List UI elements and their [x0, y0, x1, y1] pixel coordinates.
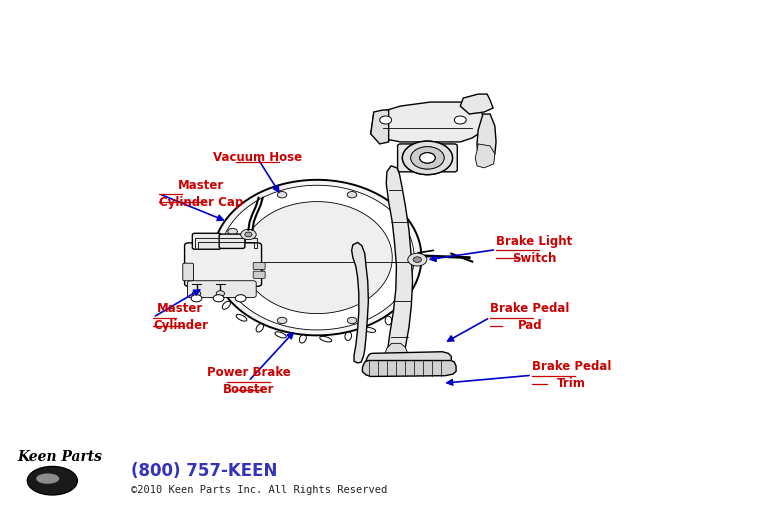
- FancyBboxPatch shape: [192, 233, 221, 249]
- Polygon shape: [213, 180, 421, 335]
- Text: (800) 757-KEEN: (800) 757-KEEN: [131, 463, 277, 480]
- Circle shape: [408, 253, 427, 266]
- FancyBboxPatch shape: [219, 234, 245, 249]
- Ellipse shape: [36, 473, 59, 484]
- FancyBboxPatch shape: [253, 271, 265, 278]
- Polygon shape: [366, 352, 451, 365]
- Circle shape: [216, 291, 225, 296]
- Text: Brake Pedal
Pad: Brake Pedal Pad: [490, 303, 570, 333]
- Polygon shape: [363, 361, 456, 377]
- Circle shape: [454, 116, 466, 124]
- Polygon shape: [220, 185, 414, 330]
- Circle shape: [413, 257, 421, 263]
- Polygon shape: [371, 102, 484, 142]
- Text: Brake Light
Switch: Brake Light Switch: [496, 235, 572, 265]
- Polygon shape: [371, 110, 389, 144]
- FancyBboxPatch shape: [182, 263, 193, 281]
- Circle shape: [213, 295, 224, 302]
- Circle shape: [236, 295, 246, 302]
- FancyBboxPatch shape: [188, 281, 256, 297]
- Circle shape: [228, 280, 237, 287]
- Text: ©2010 Keen Parts Inc. All Rights Reserved: ©2010 Keen Parts Inc. All Rights Reserve…: [131, 484, 387, 495]
- Text: Keen Parts: Keen Parts: [17, 450, 102, 464]
- Polygon shape: [477, 114, 496, 164]
- Circle shape: [241, 229, 256, 240]
- Circle shape: [191, 295, 202, 302]
- Text: Vacuum Hose: Vacuum Hose: [213, 151, 302, 164]
- Circle shape: [228, 228, 237, 235]
- Text: Power Brake
Booster: Power Brake Booster: [206, 366, 290, 396]
- Polygon shape: [475, 144, 495, 168]
- Circle shape: [397, 228, 407, 235]
- Circle shape: [420, 153, 435, 163]
- Circle shape: [403, 141, 453, 175]
- Circle shape: [347, 318, 357, 324]
- Circle shape: [410, 147, 444, 169]
- Circle shape: [420, 153, 435, 163]
- Circle shape: [245, 232, 252, 237]
- Circle shape: [192, 291, 201, 296]
- Polygon shape: [352, 242, 368, 363]
- Text: Master
Cylinder Cap: Master Cylinder Cap: [159, 179, 243, 209]
- FancyBboxPatch shape: [253, 263, 265, 269]
- Circle shape: [410, 147, 444, 169]
- FancyBboxPatch shape: [185, 243, 262, 286]
- Polygon shape: [460, 94, 493, 114]
- Polygon shape: [385, 343, 408, 362]
- Circle shape: [403, 141, 453, 175]
- Text: Master
Cylinder: Master Cylinder: [153, 303, 208, 333]
- Circle shape: [347, 192, 357, 198]
- Text: Brake Pedal
Trim: Brake Pedal Trim: [532, 360, 611, 390]
- FancyBboxPatch shape: [397, 144, 457, 172]
- Circle shape: [397, 280, 407, 287]
- Circle shape: [277, 318, 287, 324]
- Ellipse shape: [28, 466, 77, 495]
- Polygon shape: [242, 202, 392, 313]
- Polygon shape: [387, 166, 413, 367]
- Circle shape: [277, 192, 287, 198]
- Circle shape: [380, 116, 392, 124]
